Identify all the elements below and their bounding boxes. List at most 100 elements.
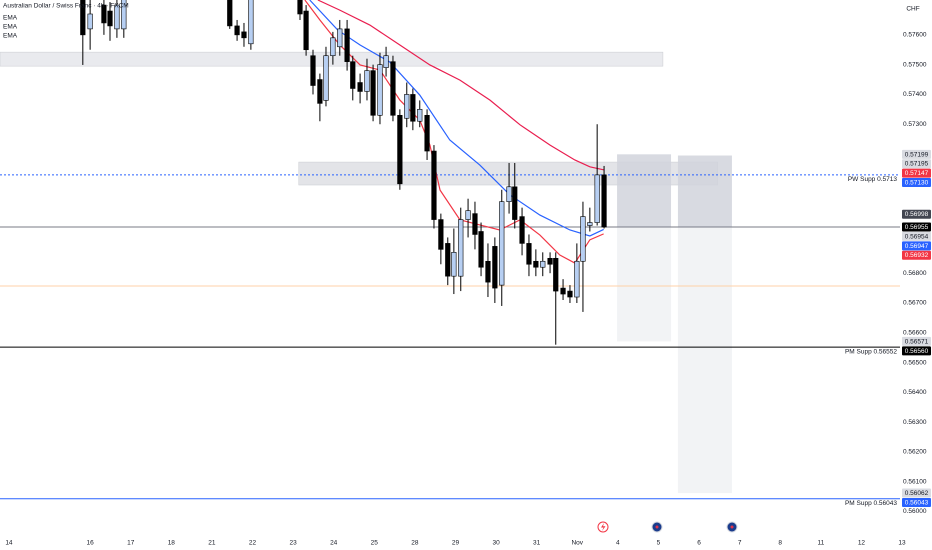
y-tick-label: 0.57400 [903, 91, 927, 98]
y-tick-label: 0.56200 [903, 449, 927, 456]
candle-body [303, 10, 309, 51]
price-badge-label: 0.57199 [905, 151, 929, 158]
y-tick-label: 0.56400 [903, 389, 927, 396]
candle-body [424, 114, 430, 152]
level-label: PM Supp 0.56043 [845, 500, 897, 507]
candle-body [540, 260, 546, 268]
candle-body [492, 246, 498, 289]
price-badge-label: 0.56955 [905, 224, 929, 231]
candle-body [431, 150, 437, 220]
price-badge [902, 497, 931, 507]
candle-body [499, 201, 505, 286]
y-tick-label: 0.56100 [903, 478, 927, 485]
candle-body [472, 213, 478, 235]
position-reward [677, 227, 732, 494]
chart-title: Australian Dollar / Swiss Franc · 4h · F… [3, 3, 129, 10]
x-tick-label: 23 [289, 540, 297, 547]
price-badge-label: 0.56947 [905, 243, 929, 250]
candle-body [350, 61, 356, 89]
price-badge [902, 168, 931, 178]
candle-body [234, 25, 240, 36]
candle-body [383, 55, 389, 68]
candle-body [478, 231, 484, 268]
y-tick-label: 0.56700 [903, 300, 927, 307]
x-tick-label: 17 [127, 540, 135, 547]
candle-body [512, 186, 518, 220]
candle-body [357, 82, 363, 92]
price-badge-label: 0.56932 [905, 252, 929, 259]
candle-body [114, 4, 120, 30]
x-tick-label: 8 [778, 540, 782, 547]
candle-body [310, 55, 316, 86]
candle-body [465, 210, 471, 220]
y-tick-label: 0.57600 [903, 32, 927, 39]
candle-body [410, 94, 416, 122]
candle-body [397, 114, 403, 185]
x-tick-label: 29 [452, 540, 460, 547]
x-tick-label: 5 [657, 540, 661, 547]
x-tick-label: 11 [817, 540, 824, 547]
x-tick-label: 12 [858, 540, 866, 547]
candle-body [485, 260, 491, 283]
candle-body [241, 31, 247, 39]
candle-body [227, 0, 233, 27]
candle-body [101, 4, 107, 24]
price-badge-label: 0.56571 [905, 338, 929, 345]
lightning [601, 523, 606, 531]
x-tick-label: 4 [616, 540, 620, 547]
y-tick-label: 0.56000 [903, 508, 927, 515]
candle-body [248, 0, 254, 45]
price-badge [902, 250, 931, 260]
level-label: PW Supp 0.5713 [848, 176, 898, 183]
price-badge-label: 0.56062 [905, 490, 929, 497]
price-badge [902, 149, 931, 159]
x-tick-label: 22 [249, 540, 257, 547]
level-label: PM Supp 0.56552 [845, 348, 897, 355]
candle-body [574, 260, 580, 298]
price-badge [902, 209, 931, 219]
position-risk [677, 155, 732, 228]
event-icons [597, 521, 738, 533]
price-badge [902, 159, 931, 169]
candle-body [390, 61, 396, 116]
candle-body [526, 243, 532, 265]
flag-dot [655, 525, 659, 529]
candle-body [87, 13, 93, 30]
y-tick-label: 0.56600 [903, 329, 927, 336]
candle-body [519, 216, 525, 244]
y-tick-label: 0.56800 [903, 270, 927, 277]
candle-body [560, 287, 566, 295]
candle-body [506, 186, 512, 202]
x-tick-label: 24 [330, 540, 338, 547]
price-badge [902, 488, 931, 498]
price-badge [902, 231, 931, 241]
price-badge [902, 178, 931, 188]
price-badge-label: 0.57147 [905, 170, 929, 177]
price-badge-label: 0.56043 [905, 499, 929, 506]
ema-line [304, 0, 604, 264]
ema-line [309, 0, 604, 237]
candle-body [438, 219, 444, 250]
price-badge-label: 0.56954 [905, 233, 929, 240]
candle-body [601, 174, 607, 228]
legend-entry: EMA [3, 33, 18, 40]
candle-body [323, 55, 329, 101]
x-tick-label: 13 [898, 540, 906, 547]
candle-body [533, 260, 539, 268]
candle-body [364, 70, 370, 92]
price-badge [902, 241, 931, 251]
ema-line [317, 0, 604, 171]
candle-body [458, 219, 464, 277]
candle-body [547, 257, 553, 265]
position-risk [617, 154, 672, 228]
x-tick-label: 16 [87, 540, 95, 547]
x-tick-label: 28 [411, 540, 419, 547]
y-tick-label: 0.57500 [903, 61, 927, 68]
price-badge-label: 0.56560 [905, 348, 929, 355]
x-tick-label: 25 [371, 540, 379, 547]
candle-body [344, 28, 350, 62]
x-tick-label: 21 [208, 540, 216, 547]
flag-dot [730, 525, 734, 529]
